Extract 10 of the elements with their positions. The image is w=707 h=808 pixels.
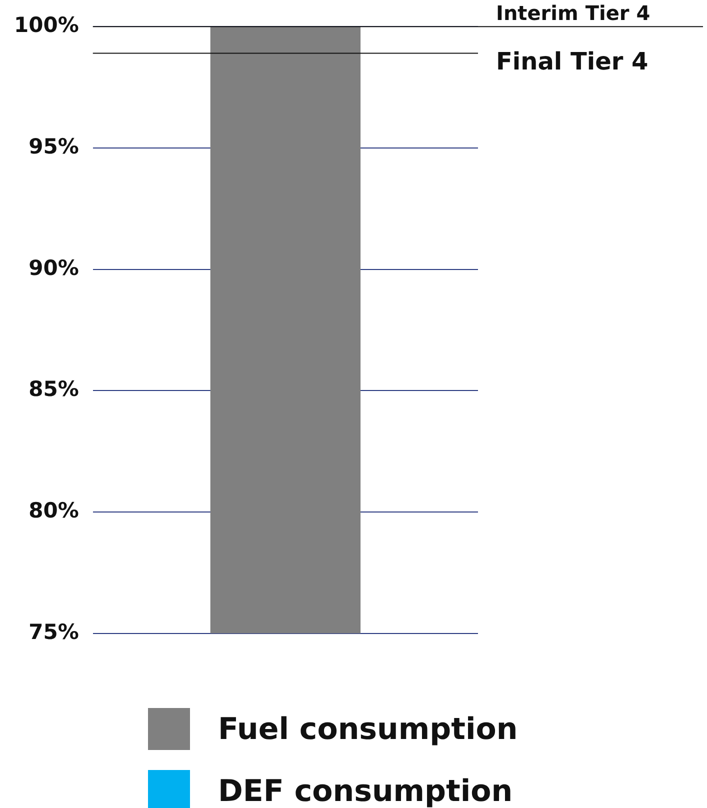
y-tick-label: 95% bbox=[28, 134, 79, 158]
y-tick-label: 85% bbox=[28, 377, 79, 402]
legend-label: DEF consumption bbox=[218, 774, 513, 808]
ref-line-label: Final Tier 4 bbox=[496, 48, 648, 76]
y-tick-label: 90% bbox=[28, 256, 79, 280]
y-tick-label: 100% bbox=[14, 13, 79, 38]
ref-line-label: Interim Tier 4 bbox=[496, 0, 650, 25]
y-tick-label: 80% bbox=[28, 498, 79, 522]
legend-label: Fuel consumption bbox=[218, 712, 518, 746]
y-tick-label: 75% bbox=[28, 620, 79, 644]
